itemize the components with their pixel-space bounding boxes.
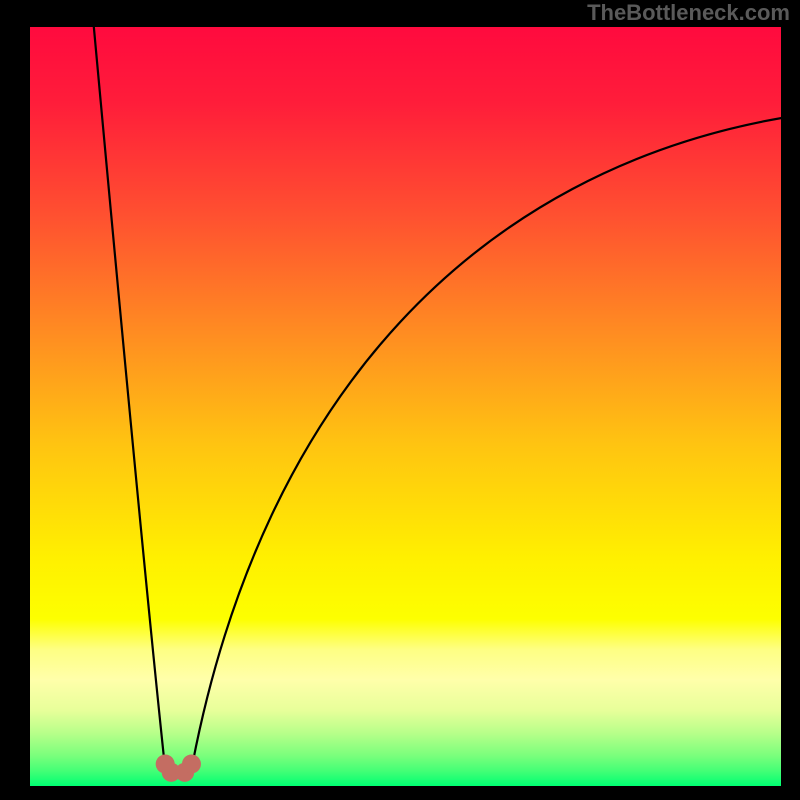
marker-point	[182, 754, 201, 773]
attribution-watermark: TheBottleneck.com	[587, 0, 790, 26]
plot-area	[30, 27, 781, 786]
plot-svg	[30, 27, 781, 786]
chart-frame: TheBottleneck.com	[0, 0, 800, 800]
gradient-background	[30, 27, 781, 786]
